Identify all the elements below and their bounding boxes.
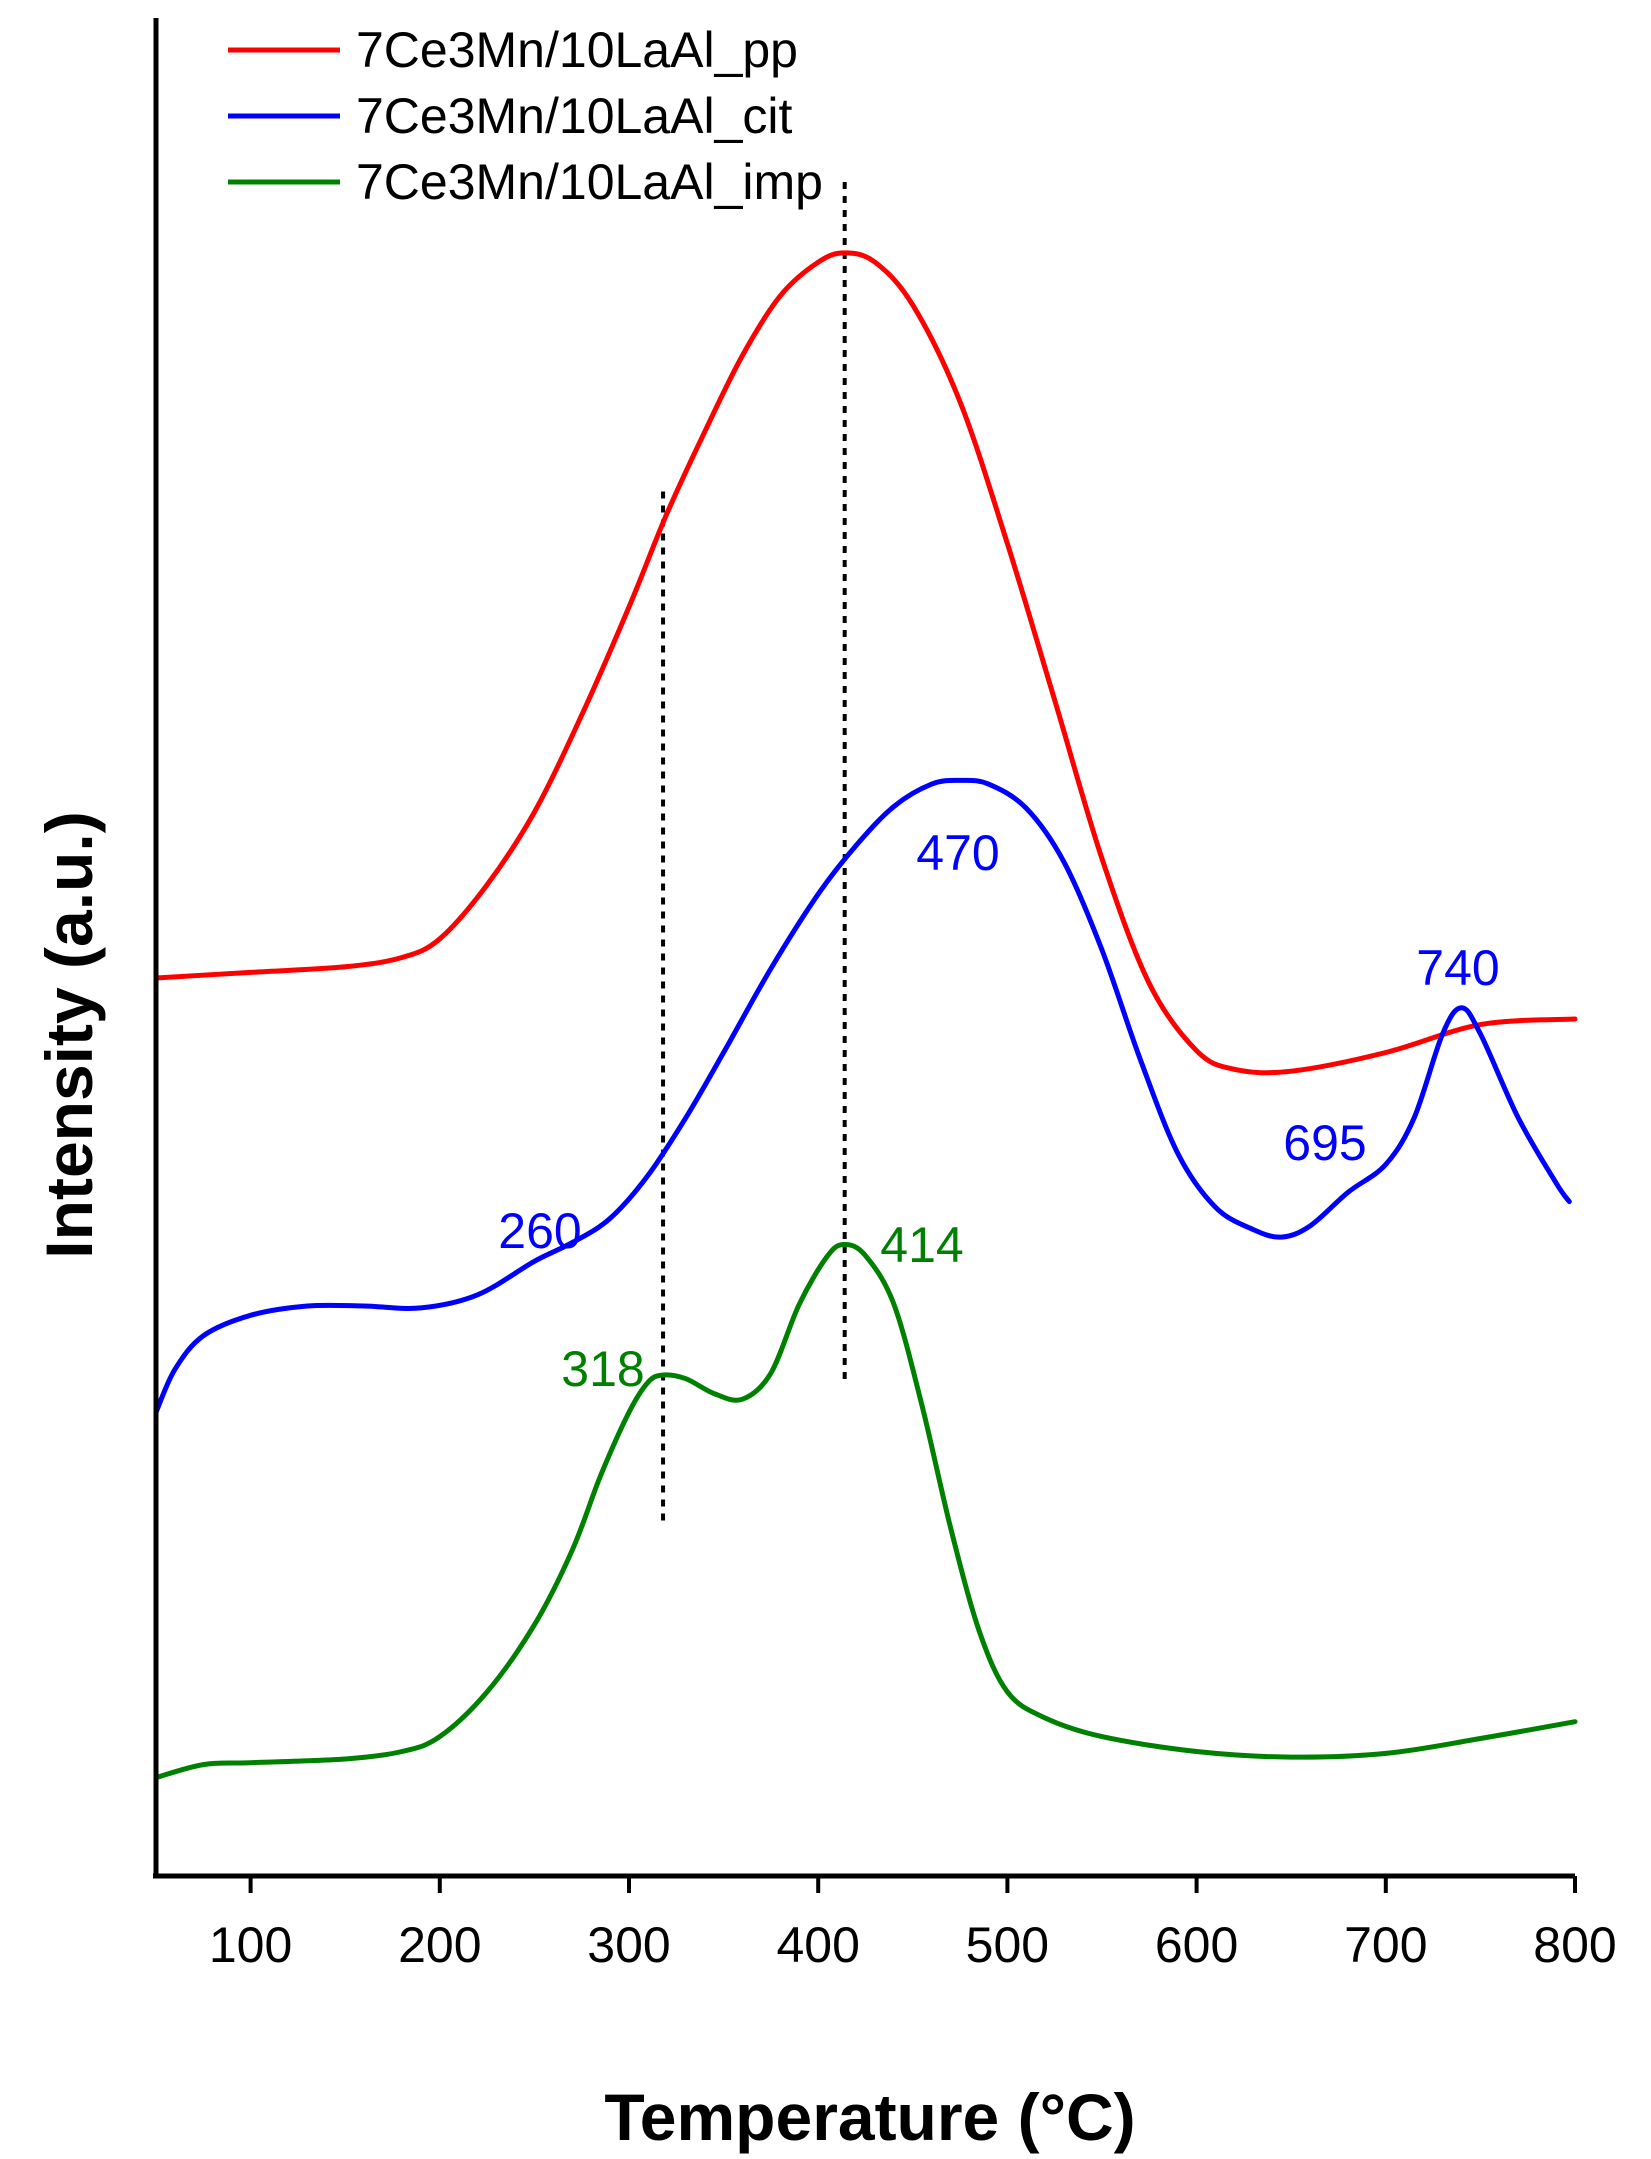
x-tick-label-700: 700 bbox=[1344, 1917, 1427, 1973]
annotation-695: 695 bbox=[1283, 1115, 1366, 1171]
legend: 7Ce3Mn/10LaAl_pp 7Ce3Mn/10LaAl_cit 7Ce3Mn/… bbox=[228, 22, 823, 210]
series-line-7ce3mn-10laal-cit bbox=[153, 777, 1572, 1415]
legend-label-7ce3mn-10laal-pp: 7Ce3Mn/10LaAl_pp bbox=[356, 22, 798, 78]
annotation-414: 414 bbox=[880, 1217, 963, 1273]
x-tick-label-400: 400 bbox=[776, 1917, 859, 1973]
annotation-740: 740 bbox=[1416, 940, 1499, 996]
series-line-7ce3mn-10laal-pp bbox=[153, 250, 1578, 1076]
x-tick-label-500: 500 bbox=[966, 1917, 1049, 1973]
legend-label-7ce3mn-10laal-imp: 7Ce3Mn/10LaAl_imp bbox=[356, 154, 823, 210]
x-axis-title: Temperature (°C) bbox=[604, 2080, 1135, 2154]
annotation-260: 260 bbox=[498, 1203, 581, 1259]
x-tick-label-100: 100 bbox=[209, 1917, 292, 1973]
reference-lines bbox=[661, 182, 847, 1525]
x-ticks: 100 200 300 400 500 600 700 800 bbox=[209, 1876, 1617, 1973]
series-layer bbox=[153, 250, 1578, 1781]
x-tick-label-200: 200 bbox=[398, 1917, 481, 1973]
annotation-470: 470 bbox=[916, 825, 999, 881]
annotation-318: 318 bbox=[561, 1341, 644, 1397]
annotations: 470 740 695 260 414 318 bbox=[498, 825, 1499, 1397]
legend-label-7ce3mn-10laal-cit: 7Ce3Mn/10LaAl_cit bbox=[356, 88, 792, 144]
axes bbox=[153, 18, 1575, 1879]
series-line-7ce3mn-10laal-imp bbox=[153, 1242, 1578, 1781]
y-axis-title: Intensity (a.u.) bbox=[32, 811, 106, 1258]
x-tick-label-800: 800 bbox=[1533, 1917, 1616, 1973]
x-tick-label-300: 300 bbox=[587, 1917, 670, 1973]
x-tick-label-600: 600 bbox=[1155, 1917, 1238, 1973]
